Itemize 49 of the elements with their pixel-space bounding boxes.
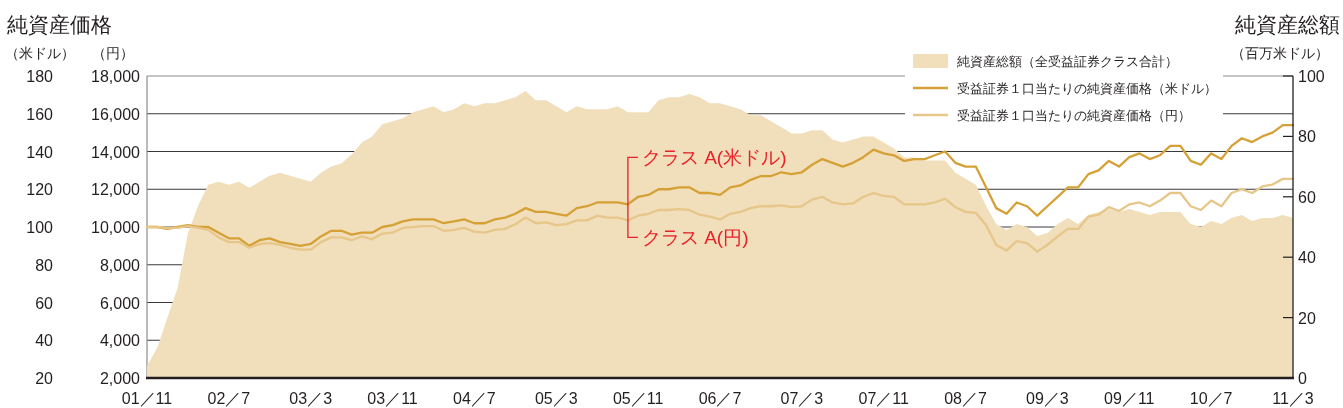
legend-label: 受益証券１口当たりの純資産価格（円）	[957, 107, 1191, 123]
y3-tick-label: 80	[1298, 128, 1316, 146]
x-tick-label: 10／7	[1189, 390, 1233, 407]
y-tick-label: 60	[35, 294, 54, 312]
y-tick-label: 100	[26, 219, 54, 236]
x-tick-label: 11／3	[1272, 390, 1314, 407]
x-tick-label: 04／7	[453, 390, 496, 407]
y-tick-label: 80	[35, 256, 54, 274]
y-tick-label: 20	[35, 370, 54, 387]
chart-title: 純資産価格	[7, 13, 112, 36]
x-tick-label: 09／11	[1104, 390, 1155, 407]
y2-tick-label: 10,000	[91, 219, 141, 236]
x-tick-label: 06／7	[698, 390, 742, 407]
y-tick-label: 140	[26, 143, 54, 161]
y3-tick-label: 20	[1298, 309, 1316, 327]
y-tick-label: 180	[26, 68, 54, 85]
y2-axis-title: （円）	[92, 45, 134, 61]
y3-tick-label: 40	[1298, 249, 1316, 267]
y-tick-label: 160	[26, 105, 54, 123]
y3-tick-label: 100	[1298, 68, 1325, 85]
y-axis-title: （米ドル）	[5, 45, 75, 61]
y2-tick-label: 4,000	[99, 332, 141, 350]
y2-tick-label: 6,000	[99, 294, 141, 312]
y3-axis-title: （百万米ドル）	[1231, 45, 1329, 61]
y2-tick-label: 8,000	[99, 256, 141, 274]
y2-tick-label: 12,000	[91, 181, 141, 199]
y-tick-label: 40	[35, 332, 54, 350]
y2-tick-label: 18,000	[91, 68, 141, 85]
y3-tick-label: 0	[1298, 370, 1307, 387]
x-tick-label: 05／3	[534, 390, 578, 407]
y-tick-label: 120	[26, 181, 54, 199]
x-tick-label: 03／3	[289, 390, 333, 407]
y2-tick-label: 2,000	[99, 370, 141, 387]
y2-tick-label: 16,000	[91, 105, 141, 123]
annotation: クラス A(円)	[641, 227, 749, 249]
x-tick-label: 05／11	[612, 390, 664, 407]
text: 純資産総額	[1235, 13, 1340, 36]
annotation: クラス A(米ドル)	[641, 147, 787, 169]
x-tick-label: 07／3	[780, 390, 824, 407]
x-tick-label: 08／7	[944, 390, 988, 407]
legend-label: 純資産総額（全受益証券クラス合計）	[957, 53, 1178, 69]
x-tick-label: 01／11	[121, 390, 173, 407]
x-tick-label: 07／11	[858, 390, 910, 407]
y3-tick-label: 60	[1298, 188, 1316, 206]
x-tick-label: 03／11	[367, 390, 418, 407]
legend-label: 受益証券１口当たりの純資産価格（米ドル）	[957, 80, 1217, 96]
y2-tick-label: 14,000	[91, 143, 141, 161]
x-tick-label: 02／7	[207, 390, 251, 407]
x-tick-label: 09／3	[1026, 390, 1069, 407]
